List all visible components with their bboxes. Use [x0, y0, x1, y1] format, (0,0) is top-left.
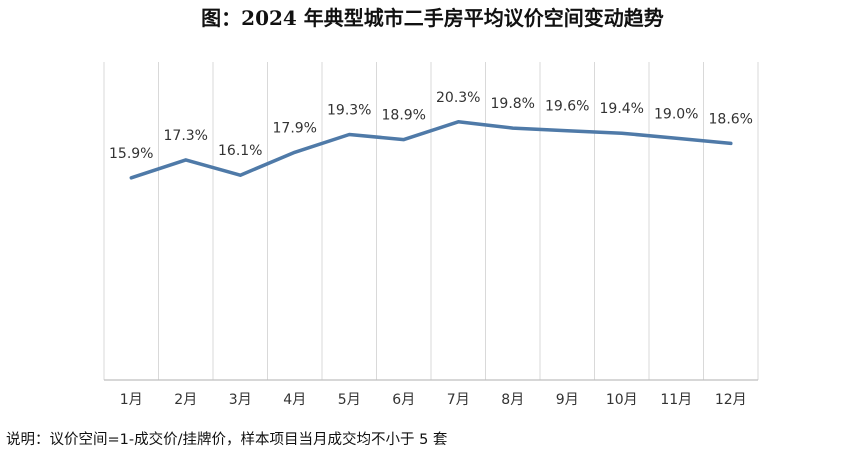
- x-tick-label: 10月: [606, 392, 638, 408]
- data-label: 16.1%: [218, 143, 262, 159]
- x-tick-label: 9月: [556, 392, 579, 408]
- x-tick-label: 11月: [660, 392, 692, 408]
- data-label: 20.3%: [436, 90, 480, 106]
- grid-lines: [103, 62, 759, 380]
- x-tick-label: 3月: [229, 392, 252, 408]
- data-labels: 15.9% 17.3% 16.1% 17.9% 19.3% 18.9% 20.3% 19.8%…: [109, 90, 753, 162]
- data-label: 18.6%: [709, 111, 753, 127]
- data-label: 18.9%: [382, 108, 426, 124]
- data-label: 19.3%: [327, 103, 371, 119]
- chart-title: 图：2024 年典型城市二手房平均议价空间变动趋势: [201, 6, 664, 30]
- x-tick-label: 6月: [392, 392, 415, 408]
- data-label: 15.9%: [109, 146, 153, 162]
- data-label: 19.4%: [600, 101, 644, 117]
- data-label: 19.8%: [491, 96, 535, 112]
- data-label: 19.0%: [654, 106, 698, 122]
- data-label: 17.9%: [273, 120, 317, 136]
- x-tick-label: 12月: [715, 392, 747, 408]
- footnote: 说明：议价空间=1-成交价/挂牌价，样本项目当月成交均不小于 5 套: [6, 432, 448, 448]
- data-label: 19.6%: [545, 99, 589, 115]
- series-line: [129, 120, 733, 180]
- x-tick-label: 8月: [501, 392, 524, 408]
- x-tick-label: 2月: [174, 392, 197, 408]
- x-tick-label: 4月: [283, 392, 306, 408]
- x-tick-label: 1月: [120, 392, 143, 408]
- x-axis-tick-labels: 1月 2月 3月 4月 5月 6月 7月 8月 9月 10月 11月 12月: [120, 392, 747, 408]
- x-tick-label: 5月: [338, 392, 361, 408]
- x-tick-label: 7月: [447, 392, 470, 408]
- data-label: 17.3%: [164, 128, 208, 144]
